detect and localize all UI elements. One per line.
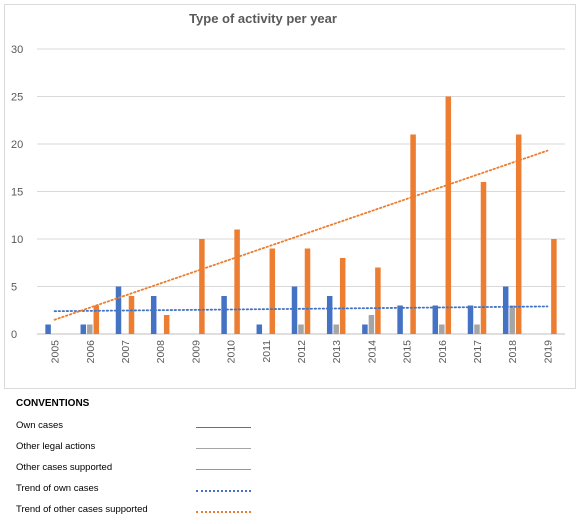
bars: [45, 96, 557, 334]
x-axis-ticks: 2005 2006 2007 2008 2009 2010 2011 2012 2013 2014…: [50, 340, 555, 364]
legend-item-trend-own-cases: Trend of own cases: [16, 483, 316, 497]
bar: [298, 324, 304, 334]
legend-label: Trend of other cases supported: [16, 504, 148, 515]
x-tick-label: 2009: [190, 340, 202, 364]
y-tick-label: 10: [11, 234, 23, 246]
bar: [304, 248, 311, 334]
bar: [362, 324, 368, 334]
trendline: [53, 305, 549, 313]
x-tick-label: 2012: [296, 340, 308, 364]
x-tick-label: 2008: [155, 340, 167, 364]
bar: [445, 96, 452, 334]
bar: [45, 324, 51, 334]
gridlines: [37, 48, 565, 335]
bar: [515, 134, 522, 334]
bar: [269, 248, 276, 334]
bar: [333, 324, 339, 334]
y-tick-label: 15: [11, 187, 23, 199]
bar: [502, 286, 509, 334]
bar: [480, 182, 487, 334]
legend-swatch: [196, 427, 251, 428]
bar: [93, 305, 100, 334]
y-tick-label: 25: [11, 92, 23, 104]
chart-frame: Type of activity per year 0 5 10 15 20 25 30 2…: [4, 4, 576, 389]
bar: [128, 296, 135, 334]
bar: [551, 239, 557, 334]
y-tick-label: 0: [11, 329, 17, 341]
legend-label: Own cases: [16, 420, 63, 431]
bar: [339, 258, 346, 334]
bar: [326, 296, 333, 334]
legend-swatch: [196, 511, 251, 513]
chart-title: Type of activity per year: [189, 11, 337, 26]
bar: [439, 324, 445, 334]
bar: [509, 305, 515, 334]
legend-label: Other cases supported: [16, 462, 113, 473]
x-tick-label: 2019: [542, 340, 554, 364]
legend-item-trend-other-cases: Trend of other cases supported: [16, 504, 316, 518]
legend-swatch: [196, 490, 251, 492]
x-tick-label: 2014: [366, 340, 378, 364]
bar: [87, 324, 93, 334]
x-tick-label: 2006: [85, 340, 97, 364]
bar: [150, 296, 157, 334]
x-tick-label: 2007: [120, 340, 132, 364]
y-axis-ticks: 0 5 10 15 20 25 30: [11, 44, 23, 341]
bar-chart: Type of activity per year 0 5 10 15 20 25 30 2…: [11, 11, 565, 364]
trendline: [53, 149, 549, 321]
trendlines: [53, 149, 549, 321]
bar: [368, 315, 375, 334]
legend-label: Trend of own cases: [16, 483, 99, 494]
x-tick-label: 2016: [437, 340, 449, 364]
bar: [375, 267, 381, 334]
x-tick-label: 2005: [50, 340, 62, 364]
x-tick-label: 2015: [402, 340, 414, 364]
bar: [474, 324, 480, 334]
y-tick-label: 5: [11, 282, 17, 294]
y-tick-label: 20: [11, 139, 23, 151]
bar: [221, 296, 227, 334]
legend-swatch: [196, 448, 251, 449]
bar: [467, 305, 474, 334]
bar: [432, 305, 439, 334]
legend-item-other-cases-supported: Other cases supported: [16, 462, 316, 476]
legend-item-own-cases: Own cases: [16, 420, 316, 434]
y-tick-label: 30: [11, 44, 23, 56]
bar: [234, 229, 240, 334]
bar: [163, 315, 170, 334]
x-tick-label: 2010: [226, 340, 238, 364]
bar: [291, 286, 298, 334]
legend-label: Other legal actions: [16, 441, 96, 452]
bar: [397, 305, 403, 334]
x-tick-label: 2018: [507, 340, 519, 364]
x-tick-label: 2013: [331, 340, 343, 364]
bar: [80, 324, 87, 334]
legend-title: CONVENTIONS: [16, 398, 90, 409]
x-tick-label: 2011: [261, 340, 273, 363]
legend-swatch: [196, 469, 251, 470]
bar: [199, 239, 205, 334]
bar: [410, 134, 416, 334]
x-tick-label: 2017: [472, 340, 484, 364]
legend-item-other-legal-actions: Other legal actions: [16, 441, 316, 455]
bar: [256, 324, 263, 334]
